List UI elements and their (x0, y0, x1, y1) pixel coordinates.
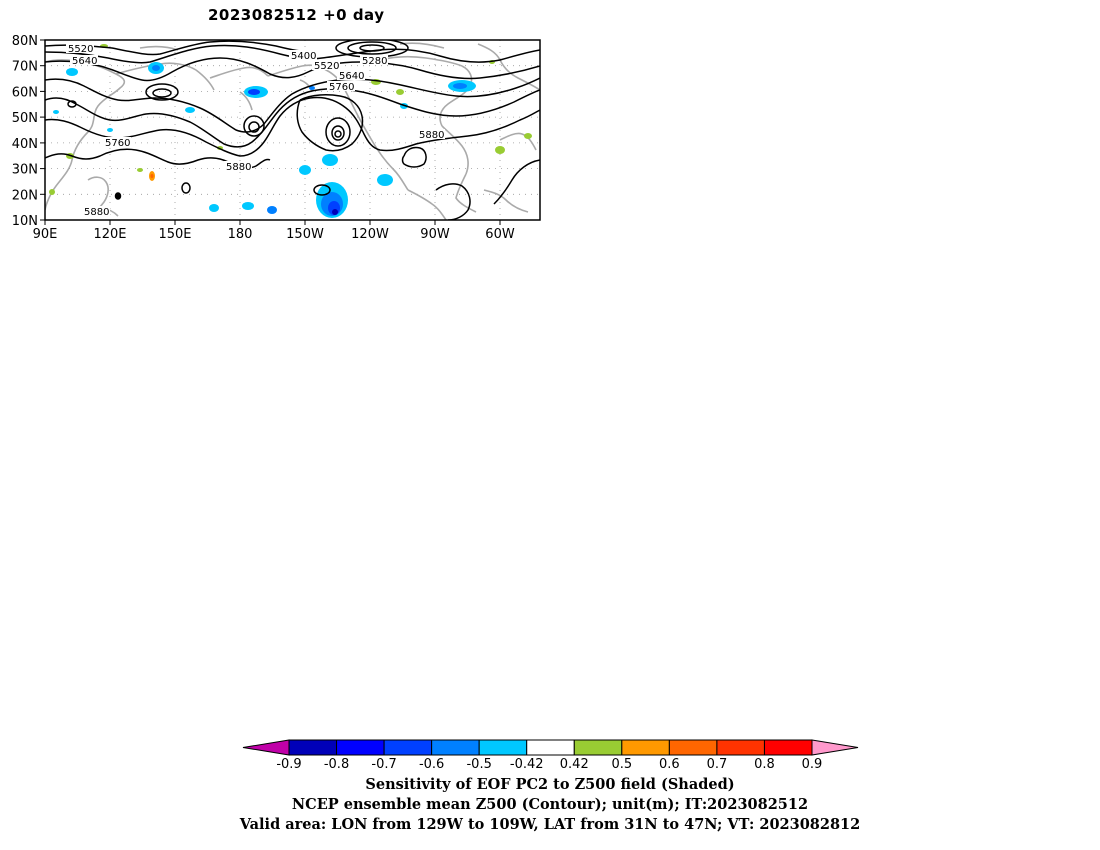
lat-label: 70N (12, 60, 38, 75)
contour-label: 5760 (105, 138, 130, 149)
plot-title: 2023082512 +0 day (208, 6, 385, 24)
lon-label: 180 (228, 227, 253, 242)
colorbar-low-extend (242, 739, 290, 756)
colorbar-tick-label: 0.8 (754, 757, 775, 772)
colorbar-tick-label: -0.9 (276, 757, 301, 772)
lat-label: 40N (12, 137, 38, 152)
colorbar-tick-label: 0.6 (659, 757, 680, 772)
caption-line-3: Valid area: LON from 129W to 109W, LAT f… (239, 816, 861, 833)
colorbar-swatch (763, 739, 813, 756)
contour-label: 5640 (72, 56, 97, 67)
longitude-labels: 90E 120E 150E 180 150W 120W 90W 60W (33, 227, 515, 242)
map-background (45, 40, 540, 220)
latitude-labels: 80N 70N 60N 50N 40N 30N 20N 10N (12, 34, 38, 229)
colorbar-tick-label: -0.6 (419, 757, 444, 772)
colorbar-tick-label: 0.9 (802, 757, 823, 772)
lon-label: 90E (33, 227, 58, 242)
colorbar-tick-label: -0.42 (510, 757, 544, 772)
lon-label: 60W (485, 227, 515, 242)
colorbar-tick-label: 0.5 (611, 757, 632, 772)
lon-label: 120W (351, 227, 389, 242)
colorbar-tick-label: -0.8 (324, 757, 349, 772)
contour-label: 5880 (419, 130, 444, 141)
colorbar-swatch (478, 739, 528, 756)
map-content: 5520 5640 5400 5280 5520 5640 5760 5760 … (45, 40, 540, 220)
colorbar: -0.9 -0.8 -0.7 -0.6 -0.5 -0.42 0.42 0.5 0.6 0.7 0.… (242, 739, 859, 772)
lon-label: 150E (158, 227, 191, 242)
colorbar-swatch (668, 739, 718, 756)
contour-label: 5520 (68, 44, 93, 55)
contour-label: 5400 (291, 51, 316, 62)
colorbar-swatch (288, 739, 338, 756)
lon-label: 90W (420, 227, 450, 242)
colorbar-swatch (336, 739, 385, 756)
colorbar-swatch (716, 739, 765, 756)
map-frame (44, 39, 541, 221)
lon-label: 150W (286, 227, 324, 242)
caption-line-1: Sensitivity of EOF PC2 to Z500 field (Sh… (365, 776, 735, 793)
lon-label: 120E (93, 227, 126, 242)
colorbar-tick-label: 0.42 (560, 757, 589, 772)
contour-label: 5760 (329, 82, 354, 93)
caption-line-2: NCEP ensemble mean Z500 (Contour); unit(… (291, 796, 809, 813)
colorbar-high-extend (811, 739, 859, 756)
colorbar-swatch (526, 739, 575, 756)
lat-label: 80N (12, 34, 38, 49)
lat-label: 20N (12, 188, 38, 203)
lat-label: 50N (12, 111, 38, 126)
colorbar-tick-label: -0.5 (466, 757, 491, 772)
lat-label: 60N (12, 85, 38, 100)
colorbar-swatch (621, 739, 670, 756)
colorbar-swatch (573, 739, 623, 756)
contour-label: 5640 (339, 71, 364, 82)
colorbar-tick-label: 0.7 (707, 757, 728, 772)
lat-label: 10N (12, 214, 38, 229)
colorbar-swatch (383, 739, 433, 756)
contour-label: 5880 (84, 207, 109, 218)
contour-label: 5880 (226, 162, 251, 173)
colorbar-tick-label: -0.7 (371, 757, 396, 772)
contour-label: 5520 (314, 61, 339, 72)
contour-label: 5280 (362, 56, 387, 67)
axis-ticks (40, 39, 501, 225)
sensitivity-shading (49, 44, 532, 218)
colorbar-swatch (431, 739, 480, 756)
lat-label: 30N (12, 163, 38, 178)
contour-labels: 5520 5640 5400 5280 5520 5640 5760 5760 … (66, 43, 445, 218)
